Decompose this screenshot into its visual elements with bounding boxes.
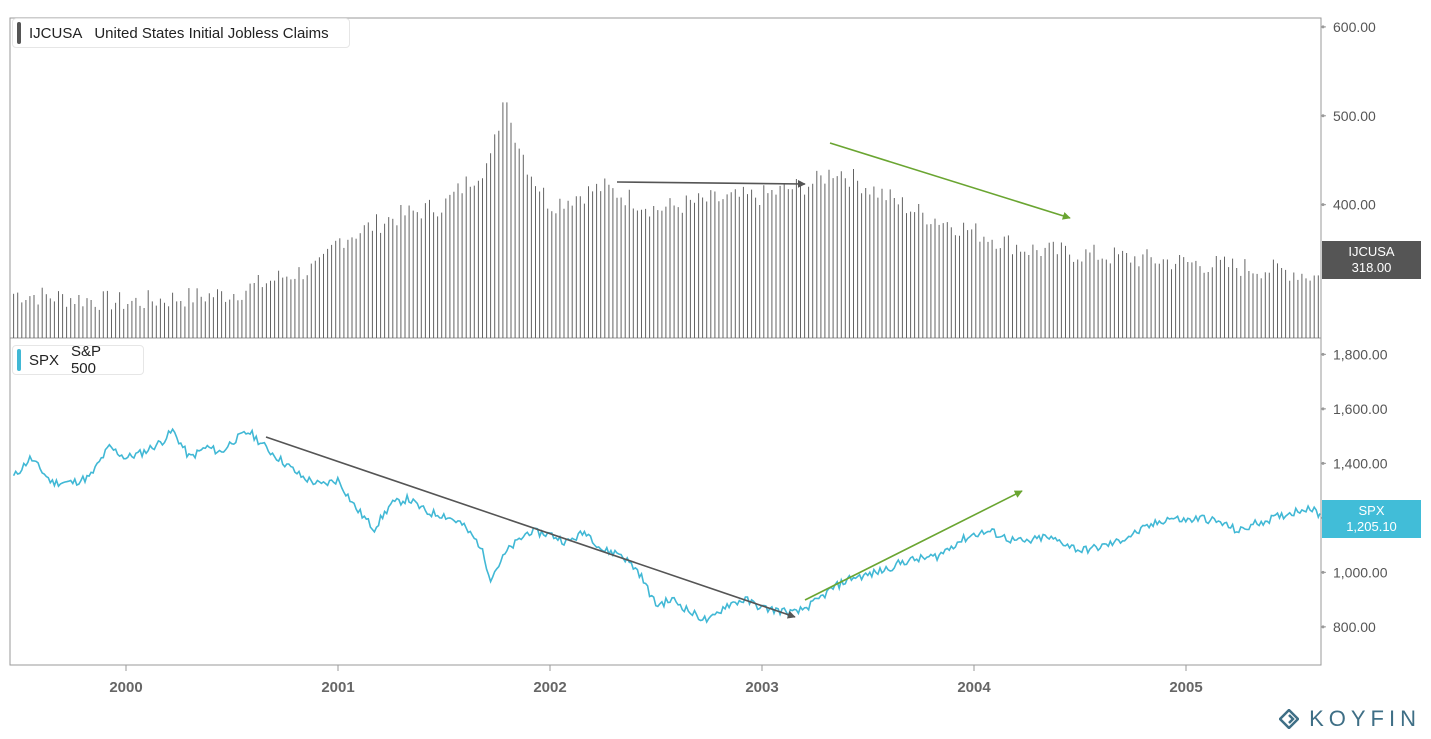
claims-flat-arrow <box>616 179 806 188</box>
top-legend: IJCUSA United States Initial Jobless Cla… <box>12 18 350 48</box>
top-legend-name: United States Initial Jobless Claims <box>94 24 329 42</box>
y-axis-bottom-tick-dot <box>1321 407 1325 411</box>
x-axis-tick-label: 2000 <box>109 679 142 696</box>
x-axis-tick-label: 2005 <box>1169 679 1202 696</box>
x-axis-tick-label: 2002 <box>533 679 566 696</box>
y-axis-top-tick-label: 600.00 <box>1333 19 1376 35</box>
jobless-claims-bars <box>13 102 1319 338</box>
bottom-legend: SPX S&P 500 <box>12 343 144 377</box>
x-axis-tick-label: 2003 <box>745 679 778 696</box>
bottom-legend-color-bar <box>17 349 21 371</box>
brand-name: KOYFIN <box>1309 706 1421 731</box>
ijcusa-tag-value: 318.00 <box>1351 260 1392 275</box>
y-axis-bottom-tick-label: 1,600.00 <box>1333 401 1388 417</box>
y-axis-top: 400.00 500.00 600.00 <box>1321 19 1376 213</box>
y-axis-bottom-tick-dot <box>1321 352 1325 356</box>
ijcusa-last-value-tag: IJCUSA 318.00 <box>1322 241 1421 279</box>
y-axis-bottom-tick-dot <box>1321 625 1325 629</box>
spx-line <box>12 427 1321 624</box>
x-axis-tick-label: 2004 <box>957 679 991 696</box>
y-axis-top-tick-label: 500.00 <box>1333 108 1376 124</box>
y-axis-bottom-tick-label: 1,400.00 <box>1333 455 1388 471</box>
spx-tag-ticker: SPX <box>1358 503 1385 518</box>
spx-last-value-tag: SPX 1,205.10 <box>1322 500 1421 538</box>
top-legend-color-bar <box>17 22 21 44</box>
y-axis-bottom-tick-label: 1,800.00 <box>1333 346 1388 362</box>
y-axis-top-tick-dot <box>1321 114 1325 118</box>
x-axis-tick-label: 2001 <box>321 679 354 696</box>
koyfin-brand: KOYFIN <box>1279 706 1421 732</box>
y-axis-bottom-tick-label: 800.00 <box>1333 619 1376 635</box>
x-axis: 2000 2001 2002 2003 2004 2005 <box>109 665 1203 696</box>
bottom-legend-ticker: SPX <box>28 351 59 369</box>
y-axis-bottom-tick-label: 1,000.00 <box>1333 564 1388 580</box>
y-axis-top-tick-dot <box>1321 25 1325 29</box>
chart-frame <box>9 17 1322 666</box>
ijcusa-tag-ticker: IJCUSA <box>1348 244 1395 259</box>
koyfin-logo-icon <box>1279 709 1300 729</box>
y-axis-top-tick-label: 400.00 <box>1333 197 1376 213</box>
y-axis-bottom-tick-dot <box>1321 461 1325 465</box>
y-axis-top-tick-dot <box>1321 203 1325 207</box>
y-axis-bottom-tick-dot <box>1321 570 1325 574</box>
spx-up-arrow <box>804 490 1023 601</box>
top-legend-ticker: IJCUSA <box>29 24 83 42</box>
y-axis-bottom: 800.001,000.001,200.001,400.001,600.001,… <box>1321 346 1388 635</box>
spx-tag-value: 1,205.10 <box>1346 519 1397 534</box>
claims-down-arrow <box>829 142 1071 220</box>
spx-down-arrow <box>265 436 796 619</box>
bottom-legend-name: S&P 500 <box>70 343 101 377</box>
